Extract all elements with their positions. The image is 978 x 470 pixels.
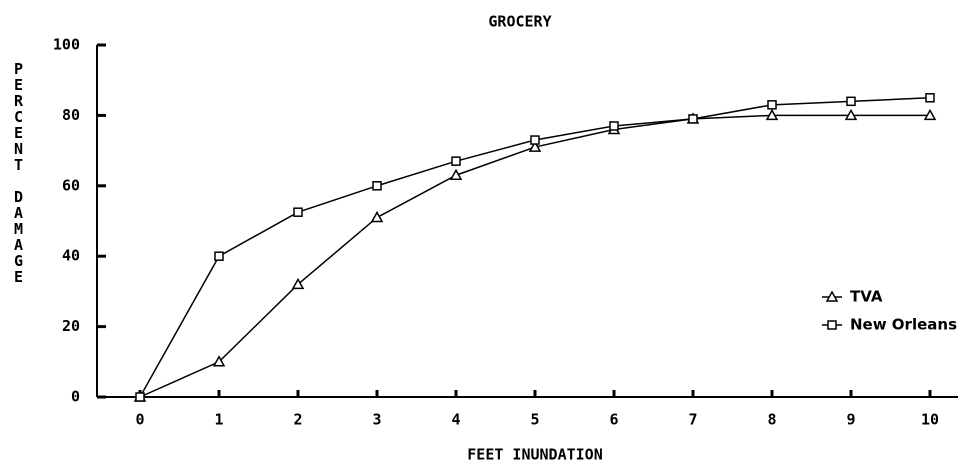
x-tick-label: 9: [846, 411, 855, 429]
y-tick-label: 100: [53, 36, 80, 54]
x-tick-label: 8: [767, 411, 776, 429]
y-axis-label: PERCENT DAMAGE: [10, 60, 28, 284]
marker: [530, 135, 540, 145]
marker: [214, 251, 224, 261]
chart-title: GROCERY: [488, 13, 551, 31]
legend-label: New Orleans: [850, 316, 957, 334]
y-tick-label: 40: [62, 247, 80, 265]
x-tick-label: 6: [609, 411, 618, 429]
x-tick-label: 2: [293, 411, 302, 429]
marker: [846, 96, 856, 107]
marker: [372, 181, 382, 191]
x-tick-label: 10: [921, 411, 939, 429]
marker: [844, 108, 858, 121]
marker: [765, 108, 779, 121]
x-tick-label: 7: [688, 411, 697, 429]
marker: [923, 108, 937, 121]
marker: [609, 121, 619, 131]
marker: [451, 156, 461, 166]
marker: [688, 114, 698, 124]
x-tick-label: 1: [214, 411, 223, 429]
y-tick-label: 20: [62, 317, 80, 335]
marker: [135, 392, 145, 402]
marker: [925, 93, 935, 103]
marker: [449, 168, 463, 180]
y-tick-label: 80: [62, 106, 80, 124]
x-tick-label: 5: [530, 411, 539, 429]
x-tick-label: 0: [135, 411, 144, 429]
legend-marker: [825, 290, 839, 302]
marker: [291, 277, 305, 290]
marker: [370, 210, 384, 223]
y-tick-label: 60: [62, 176, 80, 194]
marker: [293, 207, 303, 217]
marker: [212, 355, 226, 367]
y-tick-label: 0: [71, 388, 80, 406]
x-tick-label: 3: [372, 411, 381, 429]
series-line: [139, 114, 930, 398]
marker: [528, 140, 542, 152]
marker: [767, 100, 777, 110]
legend-label: TVA: [850, 288, 883, 306]
x-axis-label: FEET INUNDATION: [467, 446, 602, 464]
legend-marker: [827, 320, 837, 330]
x-tick-label: 4: [451, 411, 460, 429]
